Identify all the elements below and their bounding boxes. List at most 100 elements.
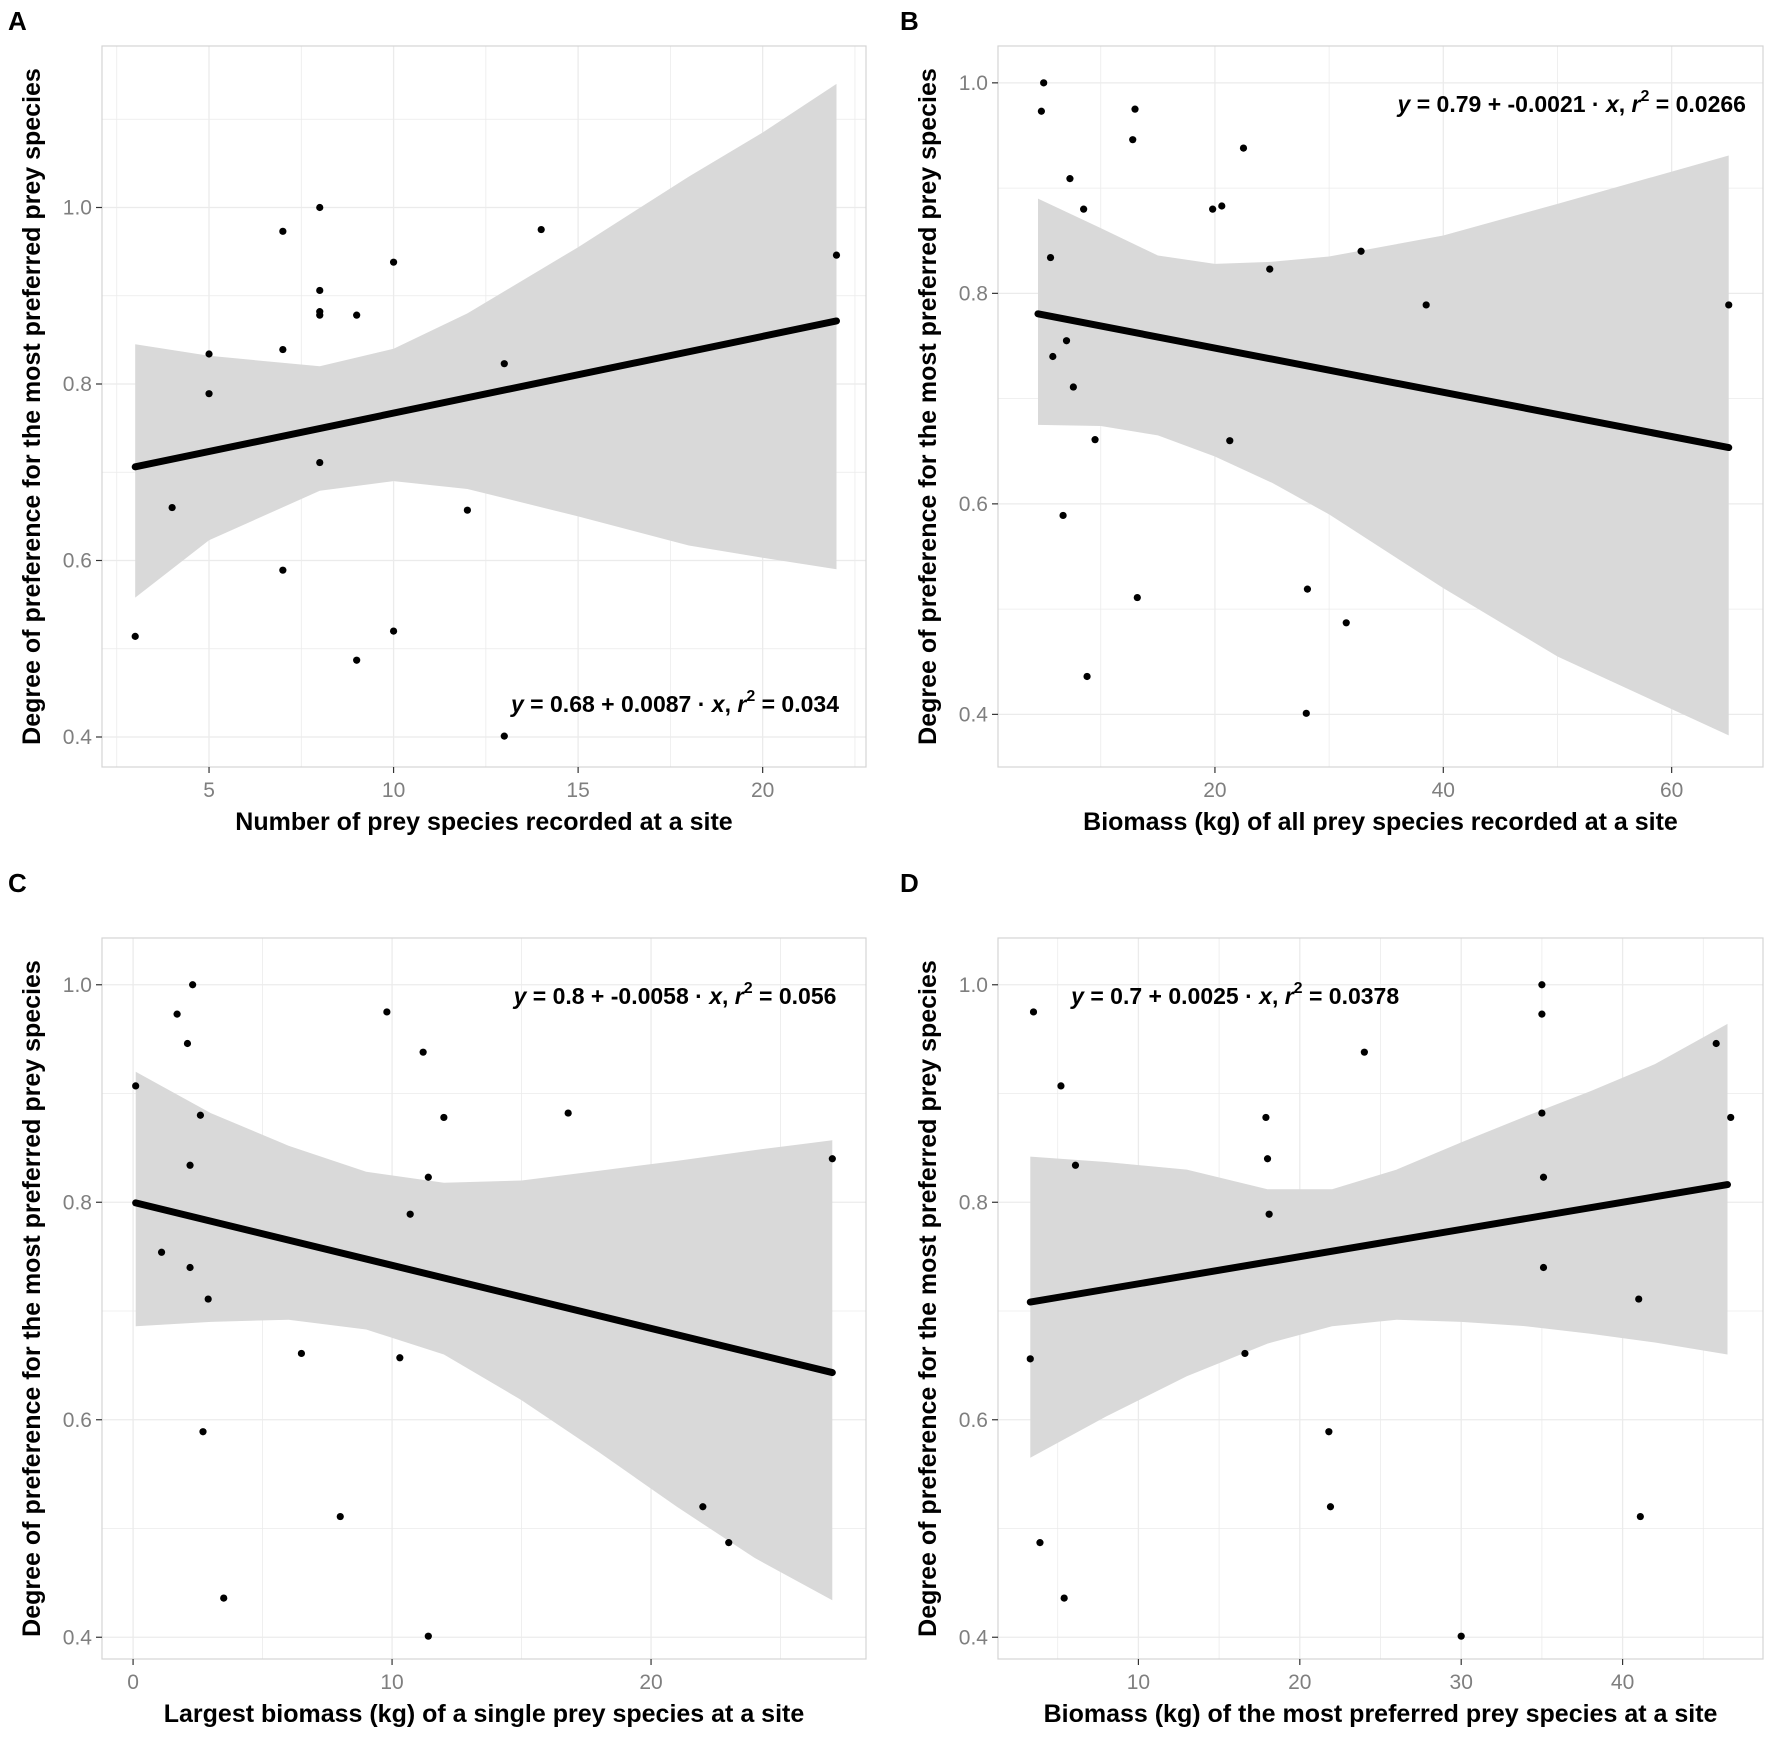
chart-b-regression-line [1034, 310, 1733, 452]
panel-tag-d: D [900, 868, 919, 898]
chart-b-y-tick-label: 0.6 [959, 493, 988, 516]
chart-b-data-point [1302, 709, 1310, 717]
chart-a-data-point [131, 632, 139, 640]
chart-a-x-tick-label: 15 [566, 779, 589, 802]
chart-a-group: 5 10 15 20 0.4 0.6 0.8 1.0 Number of prey specie… [18, 45, 867, 836]
chart-a-y-tick-label: 0.8 [63, 373, 92, 396]
chart-d-data-point [1326, 1503, 1335, 1511]
chart-c-eq-r-value: = 0.056 [753, 983, 837, 1009]
chart-d-eq-r-exponent: 2 [1294, 980, 1303, 997]
chart-d-y-axis-title: Degree of preference for the most prefer… [914, 960, 942, 1637]
chart-b-group: 20 40 60 0.4 0.6 0.8 1.0 Biomass (kg) of all pr… [914, 45, 1764, 836]
chart-b-y-axis-title: Degree of preference for the most prefer… [914, 68, 942, 745]
chart-a-data-point [353, 656, 361, 664]
chart-a-panel-border [101, 45, 867, 768]
chart-c-y-tick-label: 1.0 [63, 974, 92, 997]
chart-a-data-point [279, 345, 287, 354]
chart-c-x-tick-label: 20 [639, 1671, 662, 1694]
chart-b-regression-equation: y = 0.79 + -0.0021 · x, r2 = 0.0266 [1397, 88, 1746, 117]
chart-a-data-point [316, 203, 324, 212]
chart-d-data-point [1071, 1161, 1080, 1169]
chart-b-data-point [1080, 205, 1088, 213]
chart-c-data-point [424, 1173, 432, 1181]
chart-d-eq-r: r [1285, 983, 1295, 1009]
chart-b-x-tick-label: 40 [1432, 779, 1455, 802]
chart-b-y-tick-label: 0.4 [959, 703, 989, 726]
chart-b-data-point [1239, 144, 1248, 152]
chart-b-x-axis-title: Biomass (kg) of all prey species recorde… [1083, 808, 1678, 836]
chart-c-eq-y: y [513, 983, 528, 1009]
chart-a-y-axis-title: Degree of preference for the most prefer… [18, 68, 46, 745]
chart-d-data-point [1712, 1039, 1720, 1048]
chart-d-eq-body: = 0.7 + 0.0025 · [1084, 983, 1259, 1009]
chart-c-data-point [189, 981, 197, 989]
chart-d-x-tick-label: 40 [1611, 1671, 1634, 1694]
chart-d-eq-sep: , [1272, 983, 1285, 1009]
chart-a-data-point [832, 251, 841, 259]
chart-b-data-point [1725, 301, 1733, 309]
chart-a-data-point [389, 258, 398, 266]
chart-a-regression-equation: y = 0.68 + 0.0087 · x, r2 = 0.034 [510, 688, 839, 717]
chart-a-data-point [463, 506, 471, 514]
chart-a-x-tick-label: 10 [382, 779, 405, 802]
chart-d-data-point [1636, 1512, 1644, 1521]
chart-d-data-point [1360, 1048, 1368, 1056]
chart-b-data-point [1083, 672, 1091, 681]
chart-c-eq-r: r [735, 983, 745, 1009]
chart-d-data-point [1057, 1082, 1065, 1090]
chart-b-data-point [1131, 105, 1139, 113]
chart-d-data-point [1538, 1109, 1546, 1117]
chart-c-data-point [699, 1503, 707, 1511]
chart-d-x-tick-label: 30 [1450, 1671, 1473, 1694]
chart-d-regression-line [1026, 1181, 1731, 1306]
chart-d-data-point [1539, 1263, 1548, 1272]
chart-c-data-point [157, 1248, 166, 1256]
chart-a-eq-body: = 0.68 + 0.0087 · [524, 691, 712, 717]
chart-c-data-point [196, 1111, 205, 1119]
chart-b-data-point [1059, 511, 1067, 520]
chart-c-eq-sep: , [722, 983, 735, 1009]
chart-a-data-point [205, 390, 213, 398]
chart-d-data-point [1060, 1594, 1068, 1602]
chart-b-data-point [1049, 352, 1057, 361]
chart-b-y-tick-label: 1.0 [959, 72, 988, 95]
chart-a-data-point [500, 360, 508, 368]
chart-a-data-point [168, 503, 176, 512]
chart-d-data-point [1029, 1008, 1038, 1016]
chart-d-regression-equation: y = 0.7 + 0.0025 · x, r2 = 0.0378 [1070, 980, 1399, 1009]
chart-b-eq-x: x [1604, 91, 1620, 117]
chart-a-eq-y: y [510, 691, 525, 717]
chart-c-eq-body: = 0.8 + -0.0058 · [526, 983, 709, 1009]
chart-b-data-point [1266, 265, 1274, 273]
chart-c-data-point [419, 1048, 427, 1056]
chart-a-data-point [353, 311, 361, 319]
chart-b-eq-r: r [1632, 91, 1642, 117]
chart-a-data-point [279, 227, 287, 235]
panel-tag-c: C [8, 868, 27, 898]
chart-c-data-point [725, 1539, 733, 1547]
chart-c-regression-equation: y = 0.8 + -0.0058 · x, r2 = 0.056 [513, 980, 837, 1009]
chart-b-x-tick-label: 20 [1203, 779, 1226, 802]
chart-d-data-point [1635, 1295, 1643, 1303]
chart-d-data-point [1036, 1539, 1044, 1547]
chart-c-data-point [440, 1113, 448, 1122]
chart-c-eq-r-exponent: 2 [744, 980, 753, 997]
chart-d-x-tick-label: 20 [1288, 1671, 1311, 1694]
chart-b-data-point [1133, 593, 1141, 602]
chart-c-regression-line [132, 1199, 836, 1377]
chart-c-x-tick-label: 0 [127, 1671, 139, 1694]
chart-a-eq-r: r [737, 691, 747, 717]
chart-b-data-point [1226, 437, 1234, 445]
chart-c-data-point [828, 1155, 836, 1163]
chart-b-data-point [1342, 619, 1350, 627]
chart-b-data-point [1091, 436, 1099, 444]
chart-c-data-point [424, 1632, 432, 1640]
chart-c-data-point [173, 1010, 181, 1018]
chart-b-data-point [1069, 383, 1077, 391]
chart-a-data-point [316, 286, 324, 295]
chart-b-eq-body: = 0.79 + -0.0021 · [1410, 91, 1606, 117]
chart-d-data-point [1241, 1349, 1249, 1358]
chart-b-data-point [1066, 175, 1074, 183]
chart-c-data-point [186, 1161, 194, 1169]
